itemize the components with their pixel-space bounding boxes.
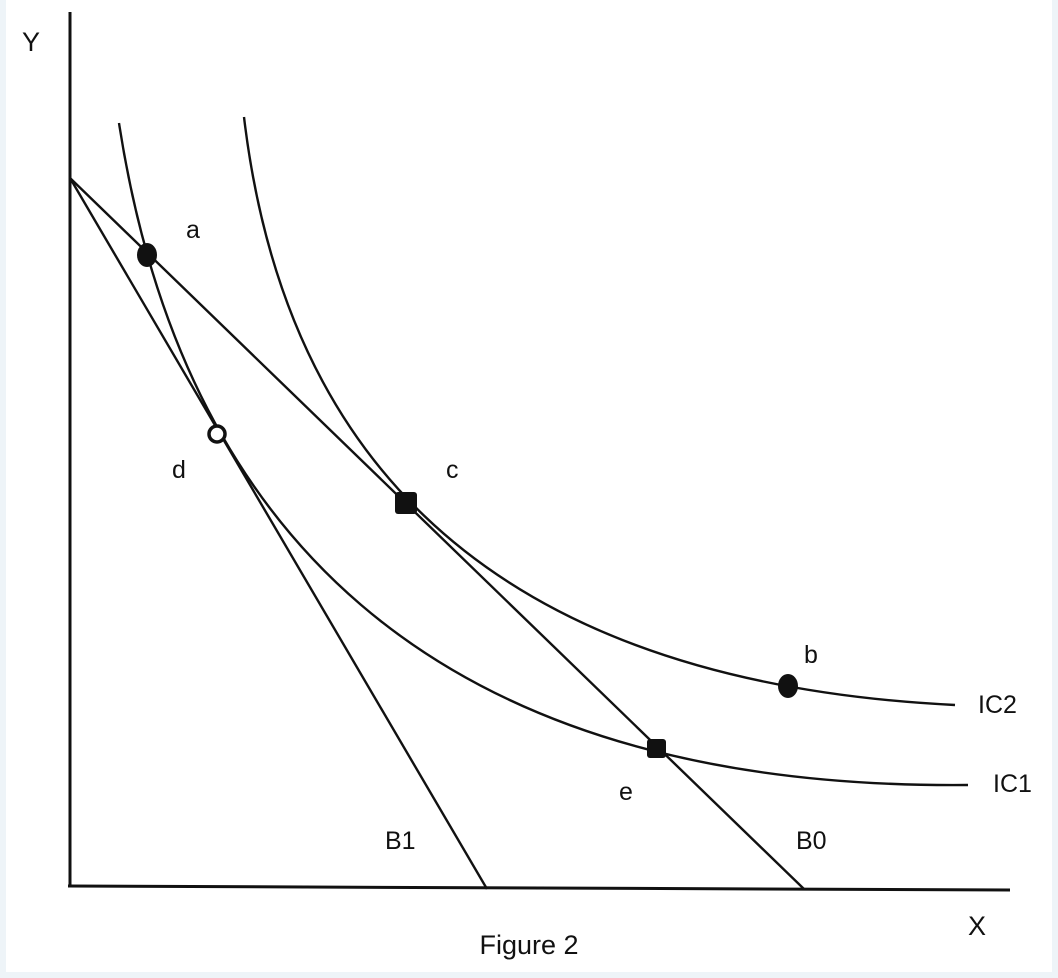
ic1-label: IC1 <box>993 770 1032 798</box>
indifference-curve-ic1 <box>117 122 969 787</box>
x-axis <box>67 884 1011 892</box>
point-b-marker <box>778 674 798 698</box>
point-b-label: b <box>804 641 818 669</box>
point-e-marker <box>647 739 666 758</box>
point-c-marker <box>395 492 417 514</box>
x-axis-label: X <box>968 911 986 941</box>
point-d-marker <box>207 424 227 444</box>
indifference-curve-ic2 <box>242 116 956 707</box>
point-c-label: c <box>446 456 459 484</box>
ic2-label: IC2 <box>978 691 1017 719</box>
budget-line-b0 <box>69 177 805 890</box>
budget-line-b1 <box>68 177 489 890</box>
point-d-label: d <box>172 456 186 484</box>
y-axis-label: Y <box>22 27 40 57</box>
b0-label: B0 <box>796 827 827 855</box>
b1-label: B1 <box>385 827 416 855</box>
figure-caption: Figure 2 <box>479 930 579 960</box>
point-a-label: a <box>186 216 200 244</box>
figure-canvas <box>6 0 1052 972</box>
point-a-marker <box>137 243 157 267</box>
point-e-label: e <box>619 778 633 806</box>
